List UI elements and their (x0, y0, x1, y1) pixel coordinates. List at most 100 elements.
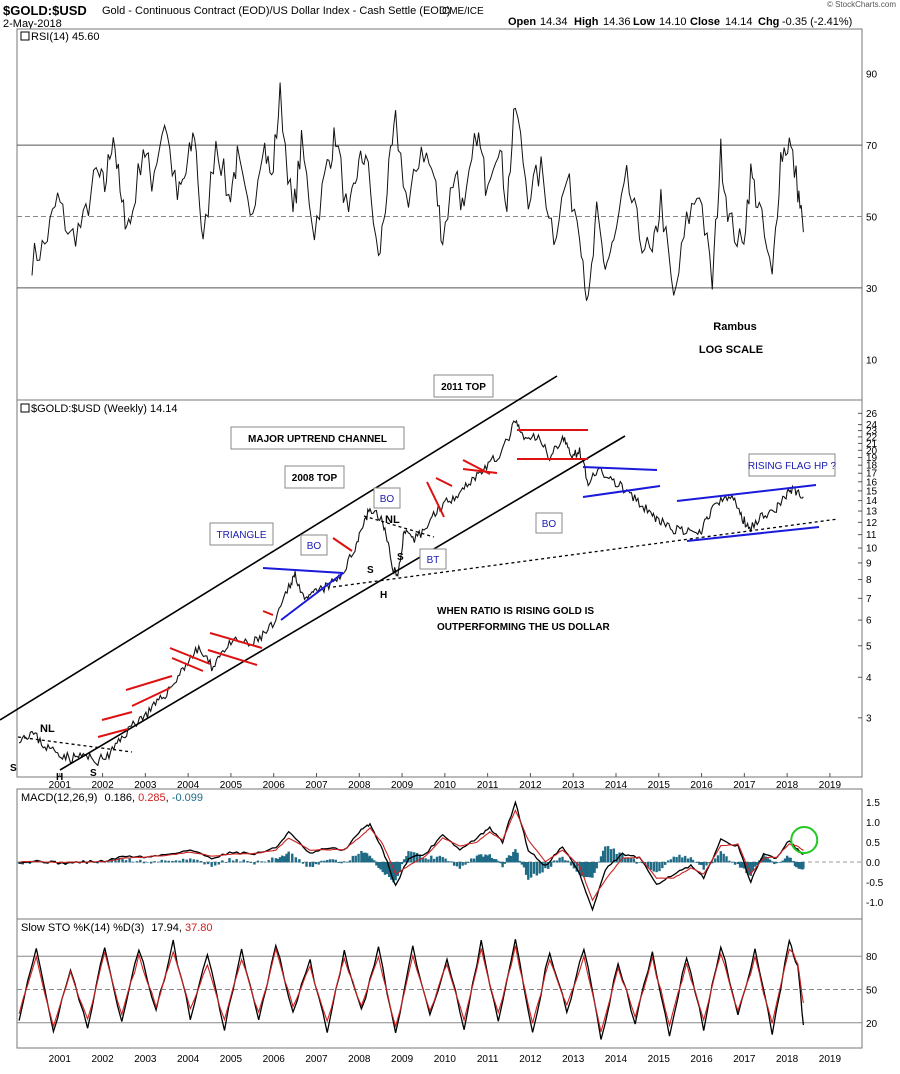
macd-hist-bar-99 (351, 855, 355, 863)
chart-date: 2-May-2018 (3, 18, 62, 30)
callout-bt: BT (427, 555, 440, 566)
callout-2011-top-box (433, 374, 494, 398)
macd-hist-bar-188 (567, 860, 570, 863)
chart-exchange: CME/ICE (442, 6, 484, 17)
price-tick-label-9: 9 (866, 558, 872, 569)
macd-hist-bar-64 (246, 861, 249, 863)
macd-hist-bar-173 (524, 862, 528, 875)
x-axis-label-bottom-2006: 2006 (263, 1054, 286, 1065)
red-flag-line-9 (332, 537, 353, 552)
macd-hist-bar-138 (441, 857, 444, 863)
macd-hist-bar-50 (196, 859, 199, 863)
macd-hist-bar-115 (383, 862, 387, 875)
x-axis-label-mid-2006: 2006 (263, 780, 286, 791)
macd-hist-bar-268 (770, 861, 774, 863)
macd-hist-bar-281 (795, 862, 798, 868)
sto-legend-d: 37.80 (185, 922, 213, 934)
macd-hist-bar-106 (365, 853, 369, 863)
macd-hist-bar-163 (503, 862, 506, 864)
red-flag-line-1 (97, 728, 129, 738)
macd-hist-bar-97 (345, 862, 349, 863)
x-axis-label-bottom-2007: 2007 (305, 1054, 328, 1065)
macd-hist-bar-43 (171, 860, 174, 863)
blue-pattern-line-3 (582, 485, 661, 498)
macd-hist-bar-270 (775, 862, 778, 864)
macd-hist-bar-201 (597, 861, 601, 863)
macd-hist-bar-155 (486, 855, 489, 863)
x-axis-label-mid-2013: 2013 (562, 780, 585, 791)
macd-hist-bar-131 (421, 857, 424, 863)
macd-hist-bar-179 (541, 862, 544, 873)
macd-hist-bar-158 (492, 859, 496, 863)
macd-hist-bar-58 (224, 862, 228, 863)
macd-hist-bar-70 (267, 860, 270, 863)
uptrend-channel-lower (59, 435, 626, 771)
x-axis-label-mid-2011: 2011 (477, 780, 499, 791)
macd-hist-bar-77 (285, 853, 288, 863)
macd-hist-bar-44 (174, 860, 178, 863)
macd-hist-bar-209 (618, 852, 621, 863)
macd-hist-bar-279 (792, 860, 795, 863)
macd-hist-bar-273 (781, 860, 785, 863)
chart-description: Gold - Continuous Contract (EOD)/US Doll… (102, 5, 450, 17)
macd-line (19, 800, 804, 912)
macd-hist-bar-258 (749, 862, 752, 876)
macd-hist-bar-194 (582, 862, 586, 878)
macd-hist-bar-51 (199, 861, 203, 863)
macd-hist-bar-143 (455, 862, 459, 867)
macd-hist-bar-104 (363, 852, 366, 863)
price-tick-label-16: 16 (866, 477, 878, 488)
red-flag-line-7 (207, 649, 258, 666)
macd-hist-bar-157 (490, 857, 494, 863)
macd-hist-bar-111 (375, 862, 378, 866)
macd-legend-hist: -0.099 (172, 792, 203, 804)
uptrend-channel-upper (0, 375, 558, 721)
macd-hist-bar-288 (802, 862, 805, 869)
macd-hist-bar-280 (793, 862, 797, 867)
macd-hist-bar-177 (535, 862, 539, 876)
macd-hist-bar-246 (719, 851, 723, 863)
x-axis-label-bottom-2003: 2003 (134, 1054, 157, 1065)
macd-hist-bar-76 (283, 856, 286, 863)
macd-hist-bar-107 (367, 856, 370, 863)
macd-hist-bar-202 (599, 856, 603, 863)
macd-hist-bar-63 (242, 859, 245, 863)
macd-hist-bar-243 (711, 862, 714, 864)
price-line (18, 419, 804, 767)
callout-bo-2007-box (300, 534, 328, 556)
macd-hist-bar-139 (444, 858, 447, 863)
macd-hist-bar-140 (447, 861, 450, 863)
macd-hist-bar-29 (121, 858, 124, 863)
macd-panel-frame (16, 788, 863, 920)
callout-major-uptrend-channel: MAJOR UPTREND CHANNEL (248, 434, 387, 445)
x-axis-label-mid-2001: 2001 (49, 780, 72, 791)
price-tick-label-22: 22 (866, 432, 878, 443)
macd-hist-bar-65 (249, 862, 253, 863)
chg-value: -0.35 (-2.41%) (782, 16, 852, 28)
macd-hist-bar-121 (396, 862, 399, 876)
macd-hist-bar-141 (450, 861, 453, 863)
label-s-right-2008: S (397, 552, 404, 563)
callout-bo-2008: BO (380, 494, 395, 505)
macd-hist-bar-277 (789, 857, 792, 863)
macd-hist-bar-238 (698, 862, 701, 865)
macd-hist-bar-170 (518, 860, 521, 863)
sto-legend-k: 17.94 (151, 922, 179, 934)
x-axis-label-bottom-2013: 2013 (562, 1054, 585, 1065)
macd-hist-bar-187 (564, 860, 567, 863)
macd-hist-bar-52 (203, 862, 206, 865)
macd-tick-label-0: 0.0 (866, 858, 880, 869)
red-flag-line-3 (131, 687, 171, 707)
open-label: Open (508, 16, 536, 28)
macd-hist-bar-175 (529, 862, 533, 878)
macd-hist-bar-101 (357, 853, 360, 863)
macd-hist-bar-176 (532, 862, 536, 874)
macd-hist-bar-153 (482, 856, 485, 863)
macd-hist-bar-205 (606, 846, 610, 863)
macd-hist-bar-78 (287, 851, 290, 863)
red-flag-line-4 (169, 647, 211, 665)
macd-hist-bar-247 (722, 853, 725, 863)
neckline-2001 (17, 736, 133, 753)
